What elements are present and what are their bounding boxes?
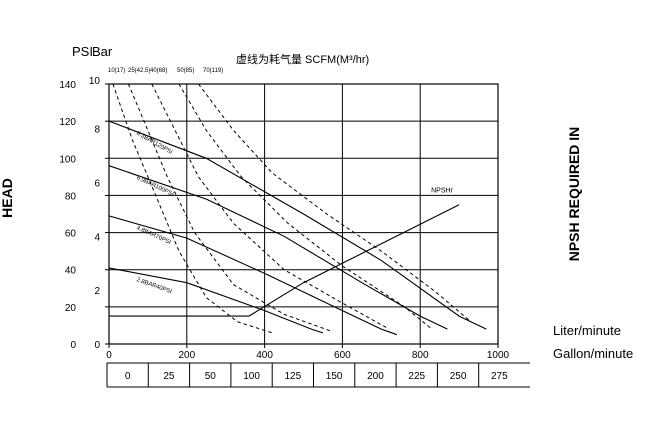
air-consumption-curve xyxy=(127,83,331,332)
gpm-tick-label: 50 xyxy=(205,371,217,382)
bar-tick-label: 10 xyxy=(89,76,101,87)
lpm-tick-label: 1000 xyxy=(487,350,510,361)
pressure-curve-label: 2.8BAR40PSI xyxy=(136,277,173,295)
psi-tick-label: 100 xyxy=(59,154,76,165)
npsh-curve xyxy=(109,204,460,317)
pressure-curve xyxy=(108,267,324,334)
scfm-label: 70(119) xyxy=(203,68,223,74)
bar-tick-label: 0 xyxy=(94,340,100,351)
gallon-minute-label: Gallon/minute xyxy=(553,346,633,361)
gpm-tick-label: 225 xyxy=(408,371,425,382)
lpm-tick-label: 800 xyxy=(412,350,429,361)
bar-tick-label: 4 xyxy=(94,232,100,243)
lpm-tick-label: 200 xyxy=(178,350,195,361)
gpm-tick-label: 200 xyxy=(367,371,384,382)
liter-minute-label: Liter/minute xyxy=(553,323,621,338)
npsh-axis-label: NPSH REQUIRED IN xyxy=(566,127,582,262)
bar-tick-label: 8 xyxy=(94,125,100,136)
lpm-tick-label: 0 xyxy=(106,350,112,361)
grid-lines xyxy=(108,83,499,345)
gpm-tick-label: 25 xyxy=(163,371,175,382)
gpm-tick-label: 250 xyxy=(450,371,467,382)
gpm-tick-label: 275 xyxy=(491,371,508,382)
gpm-tick-label: 0 xyxy=(125,371,131,382)
lpm-tick-label: 400 xyxy=(256,350,273,361)
psi-tick-label: 60 xyxy=(65,229,77,240)
lpm-tick-label: 600 xyxy=(334,350,351,361)
pressure-curve xyxy=(108,165,448,330)
gpm-tick-label: 125 xyxy=(285,371,302,382)
air-consumption-curve xyxy=(112,83,273,334)
bar-tick-label: 2 xyxy=(94,286,100,297)
scfm-label: 50(85) xyxy=(177,68,194,74)
psi-unit-label: PSI xyxy=(72,44,93,59)
npsh-curve-label: NPSHr xyxy=(431,188,453,195)
psi-tick-label: 80 xyxy=(65,191,77,202)
pressure-curve xyxy=(108,120,487,330)
psi-tick-label: 120 xyxy=(59,117,76,128)
chart-title: 虚线为耗气量 SCFM(M³/hr) xyxy=(236,52,369,66)
head-axis-label: HEAD xyxy=(0,178,15,218)
plot-frame xyxy=(108,83,499,345)
psi-tick-label: 0 xyxy=(70,340,76,351)
gpm-tick-label: 100 xyxy=(243,371,260,382)
scfm-label: 25(42.5) xyxy=(128,68,150,74)
scfm-label: 40(68) xyxy=(150,68,167,74)
air-consumption-curve xyxy=(178,83,433,330)
bar-tick-label: 6 xyxy=(94,178,100,189)
psi-tick-label: 40 xyxy=(65,266,77,277)
psi-tick-label: 140 xyxy=(59,80,76,91)
gpm-tick-label: 150 xyxy=(326,371,343,382)
bar-unit-label: Bar xyxy=(92,44,113,59)
pressure-curve xyxy=(108,215,398,336)
air-consumption-curve xyxy=(198,83,472,323)
psi-tick-label: 20 xyxy=(65,303,77,314)
scfm-label: 10(17) xyxy=(108,68,125,74)
